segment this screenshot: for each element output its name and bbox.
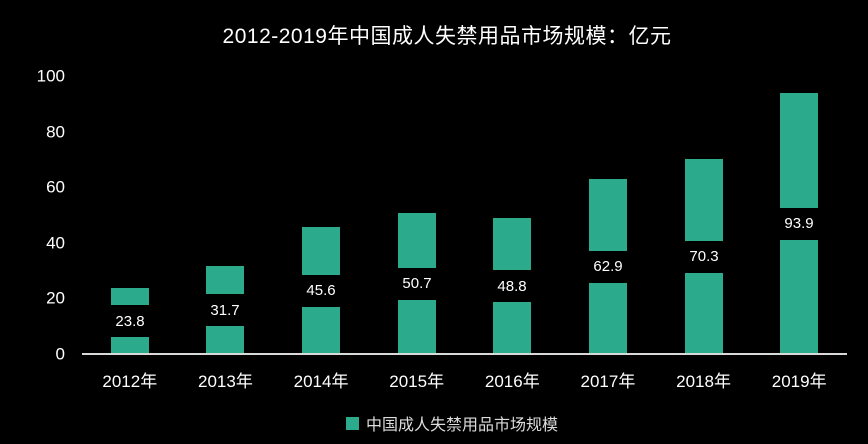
bar-value-label: 23.8 bbox=[107, 305, 153, 337]
y-axis-tick-label: 40 bbox=[46, 233, 65, 253]
bar: 48.8 bbox=[489, 218, 535, 354]
bar-value-label: 48.8 bbox=[489, 270, 535, 302]
y-axis-tick-label: 20 bbox=[46, 288, 65, 308]
bar: 62.9 bbox=[585, 179, 631, 354]
bar-value-text: 31.7 bbox=[210, 301, 240, 319]
bar-value-label: 70.3 bbox=[681, 240, 727, 273]
bar: 23.8 bbox=[107, 288, 153, 354]
bar: 45.6 bbox=[298, 227, 344, 354]
y-axis-tick-label: 60 bbox=[46, 177, 65, 197]
legend-marker-icon bbox=[346, 416, 359, 430]
x-axis-tick-label: 2017年 bbox=[580, 372, 636, 391]
bar: 93.9 bbox=[776, 93, 822, 354]
bar: 70.3 bbox=[681, 159, 727, 354]
bar-value-text: 50.7 bbox=[402, 275, 432, 292]
bar: 31.7 bbox=[202, 266, 248, 354]
bar-value-text: 70.3 bbox=[689, 248, 719, 265]
bar-value-text: 48.8 bbox=[497, 277, 527, 295]
bar-value-label: 31.7 bbox=[202, 294, 248, 326]
chart-title: 2012-2019年中国成人失禁用品市场规模：亿元 bbox=[222, 25, 672, 48]
bar-value-text: 93.9 bbox=[784, 215, 814, 232]
bar: 50.7 bbox=[394, 213, 440, 354]
x-axis-line bbox=[82, 353, 847, 355]
x-axis-tick-label: 2012年 bbox=[102, 372, 158, 391]
x-axis-tick-label: 2013年 bbox=[198, 372, 253, 391]
y-axis-tick-label: 100 bbox=[36, 66, 65, 86]
bar-value-text: 62.9 bbox=[593, 258, 623, 275]
y-axis-tick-label: 80 bbox=[46, 122, 65, 142]
bar-value-text: 45.6 bbox=[306, 282, 336, 299]
legend-label: 中国成人失禁用品市场规模 bbox=[366, 417, 559, 434]
x-axis-tick-label: 2015年 bbox=[389, 372, 445, 391]
bar-value-label: 62.9 bbox=[585, 250, 631, 283]
legend: 中国成人失禁用品市场规模 bbox=[346, 411, 558, 435]
bar-value-text: 23.8 bbox=[115, 312, 145, 330]
x-axis-tick-label: 2019年 bbox=[771, 372, 827, 391]
bar-value-label: 50.7 bbox=[394, 267, 440, 300]
x-axis-tick-label: 2014年 bbox=[293, 372, 349, 391]
x-axis-tick-label: 2018年 bbox=[676, 372, 731, 391]
x-axis-tick-label: 2016年 bbox=[484, 372, 540, 391]
y-axis-tick-label: 0 bbox=[55, 344, 65, 364]
bar-value-label: 93.9 bbox=[776, 207, 822, 240]
bar-value-label: 45.6 bbox=[298, 274, 344, 307]
